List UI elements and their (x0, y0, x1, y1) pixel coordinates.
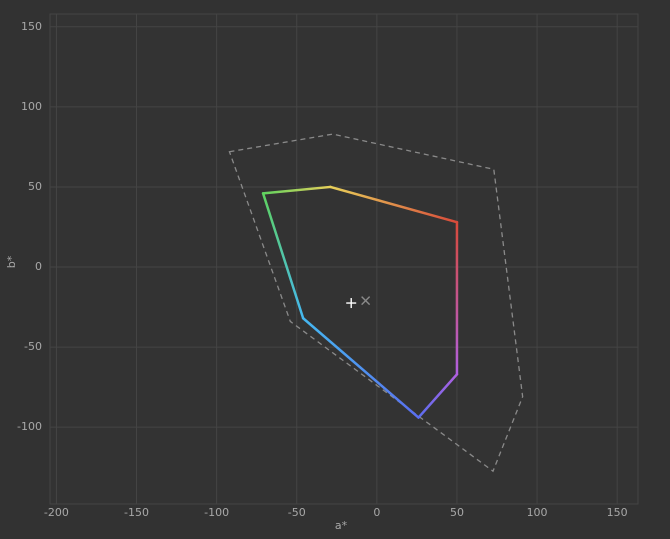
marker-cross (361, 296, 371, 306)
x-tick-label: -150 (124, 506, 149, 519)
y-tick-label: 50 (28, 180, 42, 193)
x-tick-label: 100 (527, 506, 548, 519)
x-axis-label: a* (335, 519, 348, 532)
marker-stroke (361, 296, 371, 306)
gamut-edge (261, 185, 332, 195)
y-axis-label: b* (5, 255, 18, 268)
gamut-edge (261, 192, 305, 320)
x-tick-label: 150 (607, 506, 628, 519)
x-tick-label: -100 (204, 506, 229, 519)
plot-area (49, 13, 639, 505)
x-tick-label: -50 (288, 506, 306, 519)
x-tick-label: 50 (450, 506, 464, 519)
y-tick-label: 100 (21, 100, 42, 113)
gamut-edge (301, 316, 420, 419)
x-tick-label: 0 (373, 506, 380, 519)
y-tick-label: -50 (24, 340, 42, 353)
reference-gamut (228, 133, 524, 473)
y-tick-label: 0 (35, 260, 42, 273)
y-tick-label: -100 (17, 420, 42, 433)
y-tick-label: 150 (21, 20, 42, 33)
gamut-edge (329, 185, 459, 224)
gamut-edge (417, 373, 459, 419)
x-tick-label: -200 (44, 506, 69, 519)
marker-plus (346, 298, 357, 309)
